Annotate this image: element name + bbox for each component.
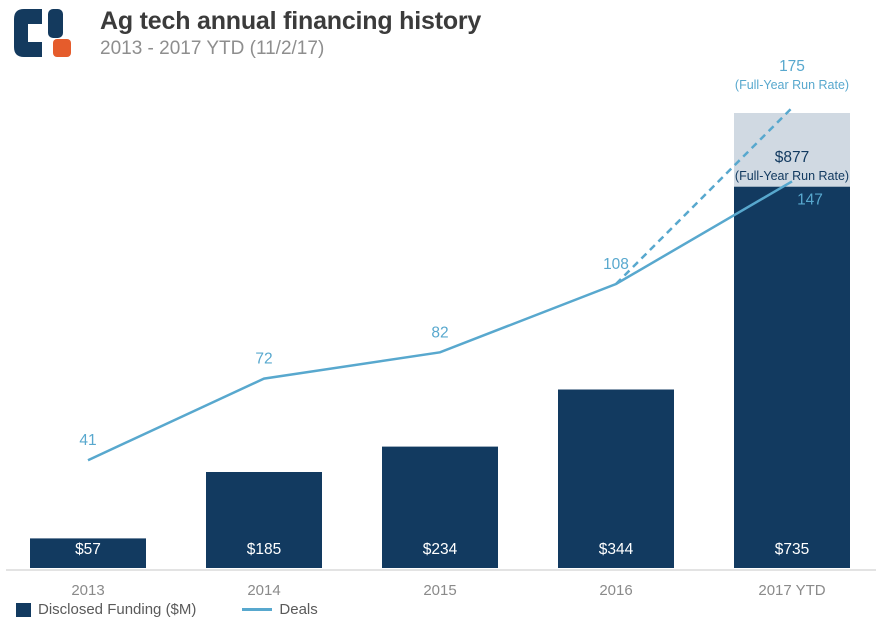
legend-label-deals: Deals [279, 601, 318, 618]
funding-bar-label: $344 [599, 541, 634, 558]
legend-item-deals: Deals [242, 601, 318, 618]
deals-run-rate-note: (Full-Year Run Rate) [735, 78, 849, 92]
title-block: Ag tech annual financing history 2013 - … [100, 7, 482, 59]
chart-legend: Disclosed Funding ($M) Deals [16, 601, 318, 618]
cb-insights-logo [14, 9, 71, 57]
header: Ag tech annual financing history 2013 - … [0, 0, 882, 70]
funding-bar-label: $185 [247, 541, 281, 558]
x-axis-tick-label: 2015 [423, 582, 456, 599]
deals-point-label: 41 [79, 432, 96, 449]
deals-point-label: 108 [603, 256, 629, 273]
logo-orange-square [53, 39, 71, 57]
funding-bar-label: $57 [75, 541, 101, 558]
funding-swatch-icon [16, 602, 31, 617]
x-axis-tick-label: 2017 YTD [758, 582, 825, 599]
legend-label-funding: Disclosed Funding ($M) [38, 601, 197, 618]
funding-run-rate-label: $877 [775, 149, 809, 166]
x-axis-tick-label: 2016 [599, 582, 632, 599]
deals-point-label: 82 [431, 324, 448, 341]
funding-bar-label: $234 [423, 541, 458, 558]
deals-point-label: 72 [255, 351, 272, 368]
logo-bar-shape [48, 9, 63, 38]
funding-bar-2015 [382, 446, 498, 568]
logo-c-shape [14, 9, 42, 57]
legend-item-funding: Disclosed Funding ($M) [16, 601, 196, 618]
page-title: Ag tech annual financing history [100, 7, 482, 35]
funding-bar-label: $735 [775, 541, 809, 558]
deals-run-rate-line [615, 106, 793, 285]
run-rate-bar [734, 113, 850, 187]
x-axis-tick-label: 2013 [71, 582, 104, 599]
funding-run-rate-note: (Full-Year Run Rate) [735, 169, 849, 183]
deals-point-label: 147 [797, 191, 823, 208]
funding-bar-2013 [30, 538, 146, 568]
deals-run-rate-label: 175 [779, 58, 805, 75]
deals-line [87, 180, 793, 462]
deals-swatch-icon [242, 608, 273, 611]
funding-bar-2014 [206, 472, 322, 568]
funding-bar-2016 [558, 389, 674, 568]
x-axis-tick-label: 2014 [247, 582, 280, 599]
page-subtitle: 2013 - 2017 YTD (11/2/17) [100, 37, 325, 59]
funding-bar-2017 YTD [734, 186, 850, 568]
